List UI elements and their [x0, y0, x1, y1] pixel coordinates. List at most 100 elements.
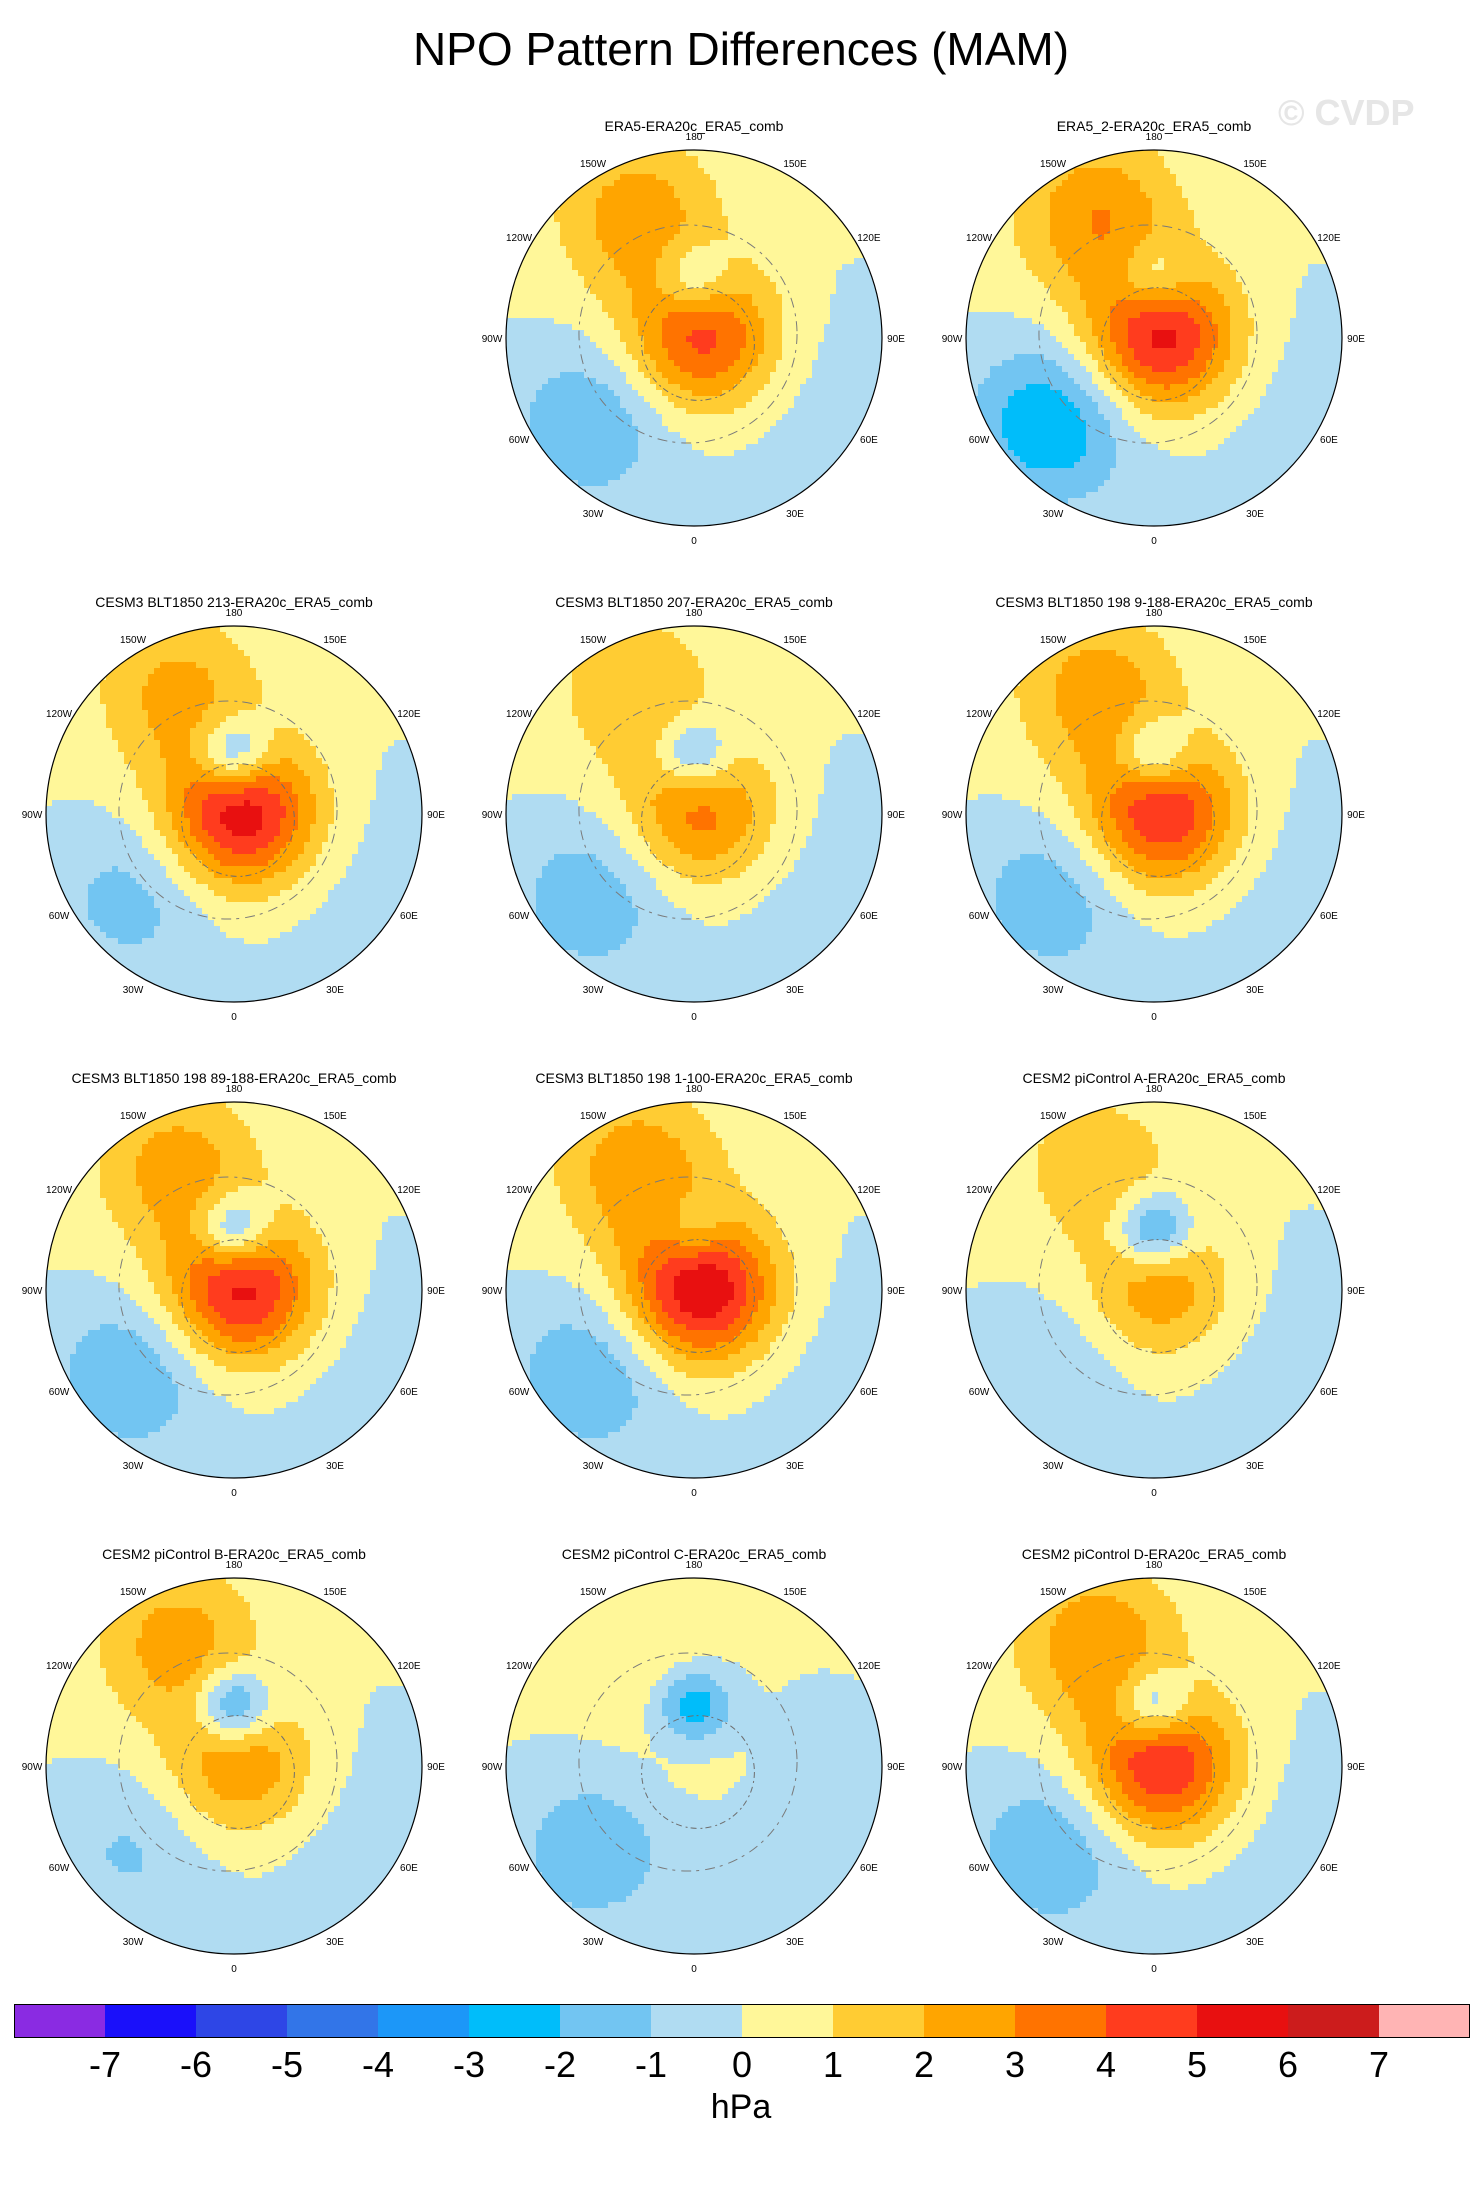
field-cell: [602, 354, 609, 361]
field-cell: [1308, 294, 1315, 301]
field-cell: [818, 450, 825, 457]
field-cell: [632, 240, 639, 247]
field-cell: [1152, 264, 1159, 271]
field-cell: [692, 312, 699, 319]
field-cell: [978, 342, 985, 349]
field-cell: [1158, 330, 1165, 337]
field-cell: [524, 258, 531, 265]
field-cell: [1158, 234, 1165, 241]
field-cell: [1092, 198, 1099, 205]
field-cell: [776, 186, 783, 193]
field-cell: [1092, 222, 1099, 229]
field-cell: [530, 408, 537, 415]
field-cell: [1194, 192, 1201, 199]
field-cell: [1128, 216, 1135, 223]
field-cell: [1038, 186, 1045, 193]
field-cell: [782, 372, 789, 379]
field-cell: [548, 426, 555, 433]
field-cell: [566, 312, 573, 319]
field-cell: [1092, 234, 1099, 241]
field-cell: [608, 444, 615, 451]
field-cell: [680, 246, 687, 253]
field-cell: [698, 516, 705, 523]
field-cell: [1104, 276, 1111, 283]
field-cell: [710, 318, 717, 325]
field-cell: [746, 264, 753, 271]
field-cell: [560, 258, 567, 265]
field-cell: [764, 324, 771, 331]
field-cell: [1020, 216, 1027, 223]
field-cell: [794, 264, 801, 271]
field-cell: [548, 348, 555, 355]
field-cell: [1248, 336, 1255, 343]
field-cell: [1032, 276, 1039, 283]
field-cell: [1248, 246, 1255, 253]
field-cell: [1056, 336, 1063, 343]
field-cell: [1188, 192, 1195, 199]
field-cell: [650, 252, 657, 259]
field-cell: [1110, 252, 1117, 259]
field-cell: [782, 210, 789, 217]
field-cell: [662, 162, 669, 169]
field-cell: [722, 192, 729, 199]
field-cell: [1116, 222, 1123, 229]
field-cell: [984, 342, 991, 349]
field-cell: [1026, 324, 1033, 331]
field-cell: [984, 330, 991, 337]
field-cell: [692, 264, 699, 271]
field-cell: [842, 216, 849, 223]
field-cell: [854, 408, 861, 415]
field-cell: [1200, 198, 1207, 205]
field-cell: [1302, 342, 1309, 349]
field-cell: [644, 186, 651, 193]
field-cell: [578, 426, 585, 433]
field-cell: [584, 282, 591, 289]
field-cell: [1068, 330, 1075, 337]
field-cell: [1284, 342, 1291, 349]
field-cell: [710, 378, 717, 385]
field-cell: [854, 252, 861, 259]
field-cell: [1062, 348, 1069, 355]
field-cell: [1128, 186, 1135, 193]
field-cell: [704, 486, 711, 493]
field-cell: [746, 444, 753, 451]
field-cell: [548, 258, 555, 265]
field-cell: [782, 414, 789, 421]
field-cell: [794, 378, 801, 385]
field-cell: [734, 192, 741, 199]
field-cell: [1326, 282, 1333, 289]
field-cell: [578, 210, 585, 217]
field-cell: [656, 342, 663, 349]
field-cell: [776, 168, 783, 175]
field-cell: [668, 228, 675, 235]
field-cell: [1314, 252, 1321, 259]
field-cell: [680, 240, 687, 247]
field-cell: [806, 294, 813, 301]
field-cell: [1146, 180, 1153, 187]
field-cell: [620, 492, 627, 499]
field-cell: [662, 432, 669, 439]
field-cell: [524, 336, 531, 343]
field-cell: [626, 378, 633, 385]
field-cell: [680, 468, 687, 475]
field-cell: [764, 360, 771, 367]
field-cell: [698, 186, 705, 193]
field-cell: [812, 246, 819, 253]
field-cell: [1302, 240, 1309, 247]
field-cell: [596, 456, 603, 463]
field-cell: [1146, 270, 1153, 277]
field-cell: [716, 240, 723, 247]
field-cell: [1110, 156, 1117, 163]
field-cell: [650, 426, 657, 433]
field-cell: [770, 306, 777, 313]
field-cell: [602, 174, 609, 181]
field-cell: [1188, 342, 1195, 349]
field-cell: [536, 432, 543, 439]
field-cell: [1158, 336, 1165, 343]
field-cell: [626, 414, 633, 421]
field-cell: [710, 390, 717, 397]
field-cell: [728, 174, 735, 181]
field-cell: [542, 330, 549, 337]
field-cell: [1290, 222, 1297, 229]
field-cell: [776, 492, 783, 499]
